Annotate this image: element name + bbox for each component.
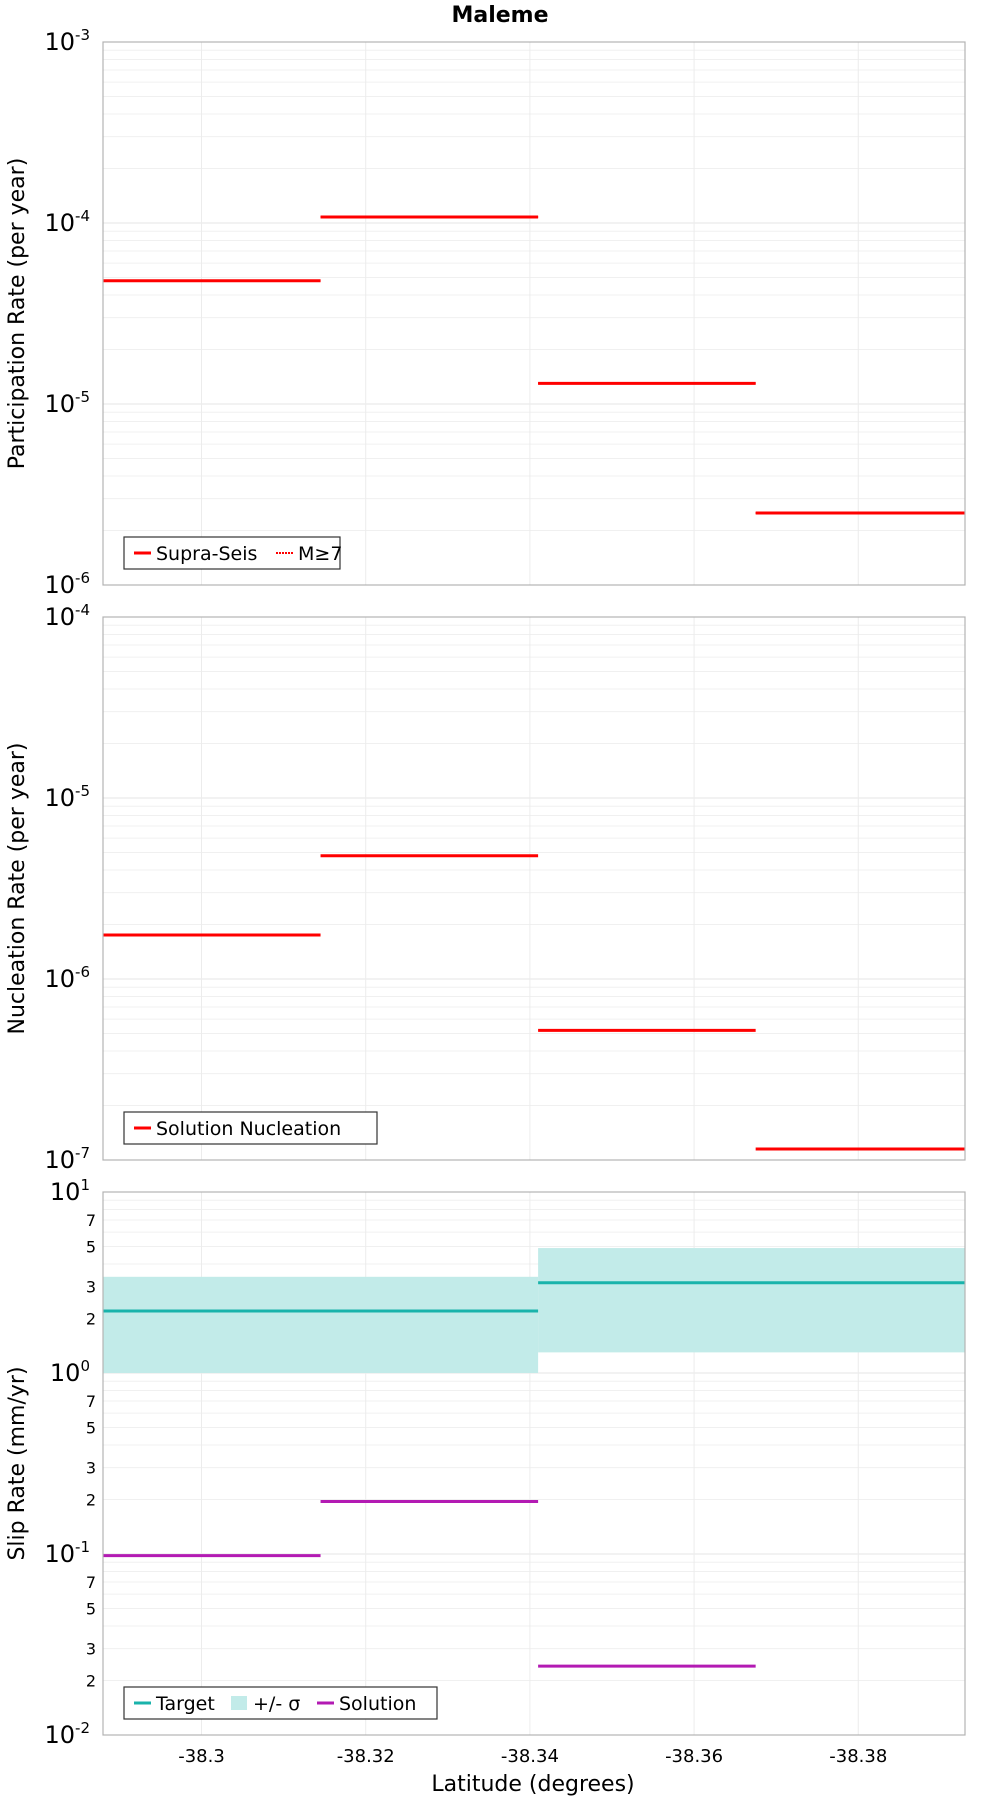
- y-minor-tick-label: 3: [86, 1278, 96, 1297]
- y-axis-label: Participation Rate (per year): [5, 158, 30, 470]
- y-tick-label: 10-2: [44, 1719, 90, 1749]
- legend-label: +/- σ: [253, 1693, 300, 1715]
- legend-box: [123, 1111, 378, 1145]
- legend: Target +/- σ Solution: [123, 1686, 438, 1720]
- series-solution: [103, 1500, 756, 1668]
- legend: Supra-Seis M≥7: [123, 536, 342, 570]
- legend-swatch: [231, 1696, 247, 1710]
- plot-frame: [102, 1191, 966, 1736]
- y-minor-tick-label: 7: [86, 1211, 96, 1230]
- y-minor-tick-label: 3: [86, 1640, 96, 1659]
- y-tick-label: 10-6: [44, 963, 90, 993]
- y-tick-label: 10-6: [44, 569, 90, 599]
- legend: Solution Nucleation: [123, 1111, 378, 1145]
- y-tick-label: 10-1: [44, 1538, 90, 1568]
- x-tick-label: -38.38: [829, 1746, 887, 1767]
- legend-label: Target: [155, 1693, 215, 1715]
- y-minor-tick-label: 7: [86, 1573, 96, 1592]
- chart-title: Maleme: [451, 3, 548, 28]
- series-solution-nucleation: [103, 854, 965, 1151]
- x-tick-label: -38.32: [337, 1746, 395, 1767]
- y-minor-tick-label: 3: [86, 1459, 96, 1478]
- legend-label: M≥7: [298, 543, 342, 565]
- y-minor-tick-label: 2: [86, 1310, 96, 1329]
- y-tick-label: 10-5: [44, 388, 90, 418]
- y-tick-label: 100: [50, 1357, 90, 1387]
- y-minor-tick-label: 2: [86, 1491, 96, 1510]
- y-tick-label: 10-7: [44, 1144, 90, 1174]
- x-axis-label: Latitude (degrees): [431, 1772, 634, 1797]
- plot-area: [103, 42, 965, 585]
- panel-participation: 10-6 10-5 10-4 10-3 Participation Rate (per …: [5, 26, 966, 599]
- panels: 10-6 10-5 10-4 10-3 Participation Rate (per …: [5, 26, 966, 1767]
- x-tick-label: -38.34: [501, 1746, 559, 1767]
- y-minor-tick-label: 7: [86, 1392, 96, 1411]
- y-axis-label: Slip Rate (mm/yr): [5, 1366, 30, 1560]
- series-m-7: [103, 215, 965, 514]
- x-axis: -38.3 -38.32 -38.34 -38.36 -38.38: [178, 1746, 887, 1767]
- panel-nucleation: 10-7 10-6 10-5 10-4 Nucleation Rate (per yea…: [5, 601, 966, 1174]
- y-tick-label: 10-3: [44, 26, 90, 56]
- y-tick-label: 10-4: [44, 601, 90, 631]
- y-tick-label: 10-4: [44, 207, 90, 237]
- legend-label: Solution: [339, 1693, 416, 1715]
- plot-frame: [102, 41, 966, 586]
- series-target: [103, 1281, 965, 1313]
- y-tick-label: 10-5: [44, 782, 90, 812]
- sigma-band: [538, 1248, 965, 1353]
- panel-slip: 10-2 10-1 100 101 2 3 5 7 2 3 5 7 2 3 5 7 Slip Rate (mm/…: [5, 1176, 966, 1749]
- sigma-band: [103, 1276, 539, 1373]
- plot-area: [103, 617, 965, 1160]
- y-axis-label: Nucleation Rate (per year): [5, 743, 30, 1035]
- y-minor-tick-label: 2: [86, 1672, 96, 1691]
- legend-box: [123, 1686, 438, 1720]
- y-minor-tick-label: 5: [86, 1418, 96, 1437]
- y-minor-tick-label: 5: [86, 1599, 96, 1618]
- legend-label: Solution Nucleation: [156, 1118, 341, 1140]
- x-tick-label: -38.3: [178, 1746, 225, 1767]
- x-tick-label: -38.36: [665, 1746, 723, 1767]
- y-tick-label: 101: [50, 1176, 90, 1206]
- legend-box: [123, 536, 341, 570]
- y-minor-tick-label: 5: [86, 1237, 96, 1256]
- legend-label: Supra-Seis: [156, 543, 257, 565]
- plot-frame: [102, 616, 966, 1161]
